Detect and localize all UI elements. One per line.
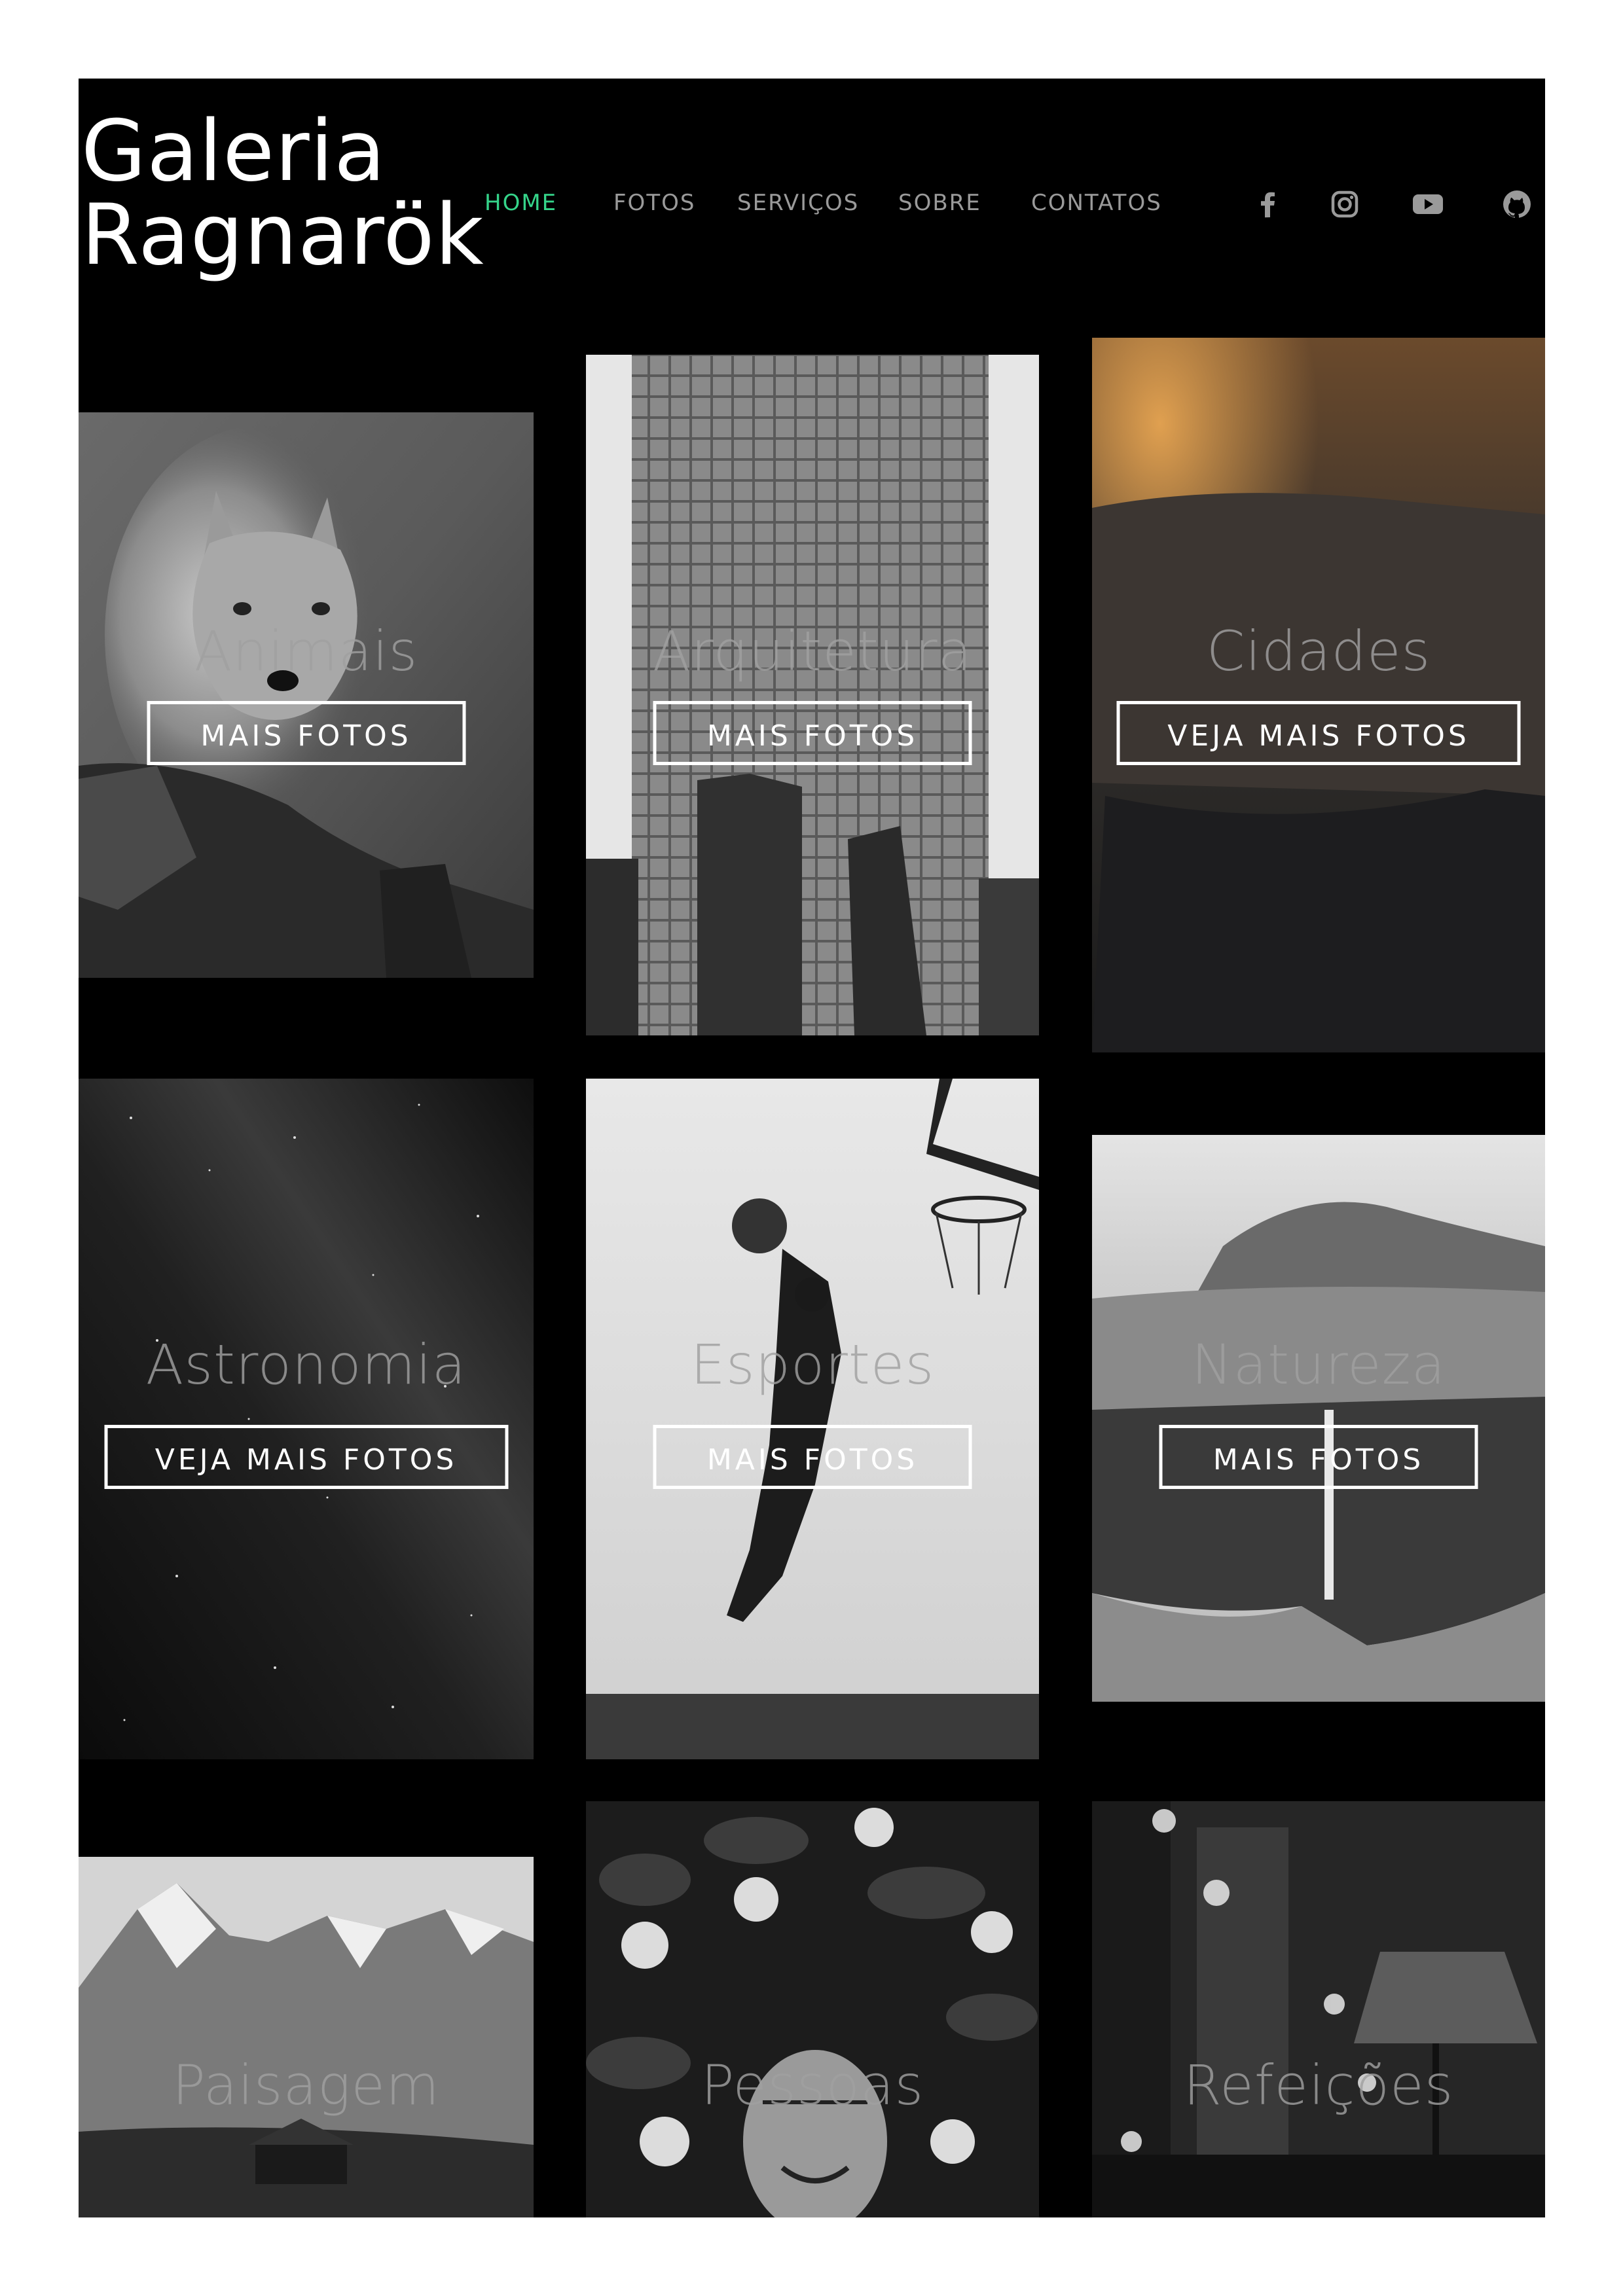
- gallery-card-pessoas[interactable]: Pessoas: [586, 1801, 1039, 2217]
- github-icon[interactable]: [1500, 187, 1534, 221]
- more-photos-button[interactable]: VEJA MAIS FOTOS: [1116, 701, 1521, 765]
- logo-line-1: Galeria: [81, 103, 386, 200]
- card-title: Refeições: [1183, 2053, 1454, 2117]
- more-photos-button[interactable]: MAIS FOTOS: [147, 701, 465, 765]
- restaurant-photo: [1092, 1801, 1545, 2217]
- site-logo[interactable]: Galeria Ragnarök: [81, 110, 484, 278]
- gallery-card-esportes[interactable]: Esportes MAIS FOTOS: [586, 1079, 1039, 1759]
- site-container: Galeria Ragnarök HOME FOTOS SERVIÇOS SOB…: [79, 79, 1545, 2217]
- card-title: Astronomia: [145, 1333, 467, 1397]
- more-photos-button[interactable]: MAIS FOTOS: [653, 1425, 972, 1489]
- more-photos-button[interactable]: MAIS FOTOS: [1159, 1425, 1478, 1489]
- nav-servicos[interactable]: SERVIÇOS: [737, 190, 860, 216]
- woman-flowers-photo: [586, 1801, 1039, 2217]
- facebook-icon[interactable]: [1251, 187, 1285, 221]
- card-title: Paisagem: [172, 2053, 440, 2117]
- card-title: Arquitetura: [652, 619, 973, 683]
- gallery-card-arquitetura[interactable]: Arquitetura MAIS FOTOS: [586, 355, 1039, 1035]
- gallery-card-refeicoes[interactable]: Refeições: [1092, 1801, 1545, 2217]
- youtube-icon[interactable]: [1411, 187, 1445, 221]
- wolf-photo: [79, 412, 534, 978]
- nav-contatos[interactable]: CONTATOS: [1031, 190, 1162, 216]
- waterfall-cliff-photo: [1092, 1135, 1545, 1702]
- nav-sobre[interactable]: SOBRE: [898, 190, 981, 216]
- instagram-icon[interactable]: [1328, 187, 1362, 221]
- card-title: Pessoas: [701, 2053, 924, 2117]
- logo-line-2: Ragnarök: [81, 187, 484, 284]
- gallery-card-cidades[interactable]: Cidades VEJA MAIS FOTOS: [1092, 338, 1545, 1052]
- gallery-card-astronomia[interactable]: Astronomia VEJA MAIS FOTOS: [79, 1079, 534, 1759]
- skyscraper-photo: [586, 355, 1039, 1035]
- card-title: Esportes: [690, 1333, 935, 1397]
- basketball-player-photo: [586, 1079, 1039, 1759]
- more-photos-button[interactable]: VEJA MAIS FOTOS: [104, 1425, 508, 1489]
- nav-home[interactable]: HOME: [484, 190, 558, 216]
- card-title: Animais: [194, 619, 418, 683]
- gallery-card-natureza[interactable]: Natureza MAIS FOTOS: [1092, 1135, 1545, 1702]
- milky-way-photo: [79, 1079, 534, 1759]
- card-title: Natureza: [1191, 1333, 1446, 1397]
- gallery-card-paisagem[interactable]: Paisagem: [79, 1857, 534, 2217]
- more-photos-button[interactable]: MAIS FOTOS: [653, 701, 972, 765]
- nav-fotos[interactable]: FOTOS: [613, 190, 696, 216]
- card-title: Cidades: [1206, 619, 1431, 683]
- aerial-city-photo: [1092, 338, 1545, 1052]
- gallery-card-animais[interactable]: Animais MAIS FOTOS: [79, 412, 534, 978]
- mountain-photo: [79, 1857, 534, 2217]
